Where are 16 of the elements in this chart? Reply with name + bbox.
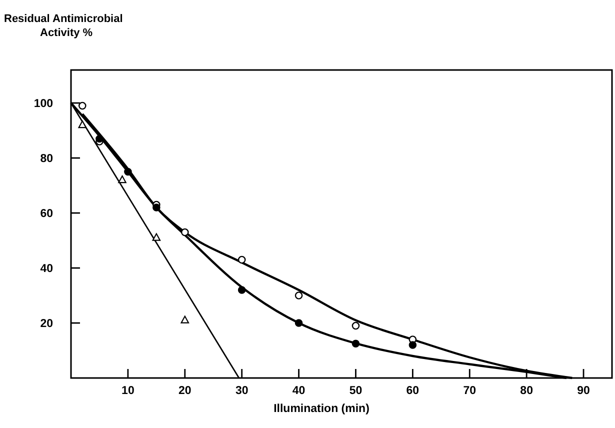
x-tick-label: 50 [349,385,362,397]
x-tick-label: 70 [463,385,476,397]
x-tick-label: 40 [292,385,306,397]
y-tick-label: 100 [34,98,53,110]
y-tick-label: 20 [40,318,53,330]
x-tick-label: 10 [122,385,134,397]
x-tick-label: 90 [577,385,590,397]
x-tick-label: 80 [520,385,533,397]
x-axis-title: Illumination (min) [274,403,370,415]
y-tick-label: 80 [40,153,53,165]
x-tick-label: 60 [406,385,420,397]
y-tick-label: 60 [40,208,53,220]
x-tick-label: 30 [235,385,248,397]
y-axis-title: Residual Antimicrobial Activity % [4,13,123,39]
x-tick-label: 20 [178,385,192,397]
y-tick-label: 40 [40,263,53,275]
